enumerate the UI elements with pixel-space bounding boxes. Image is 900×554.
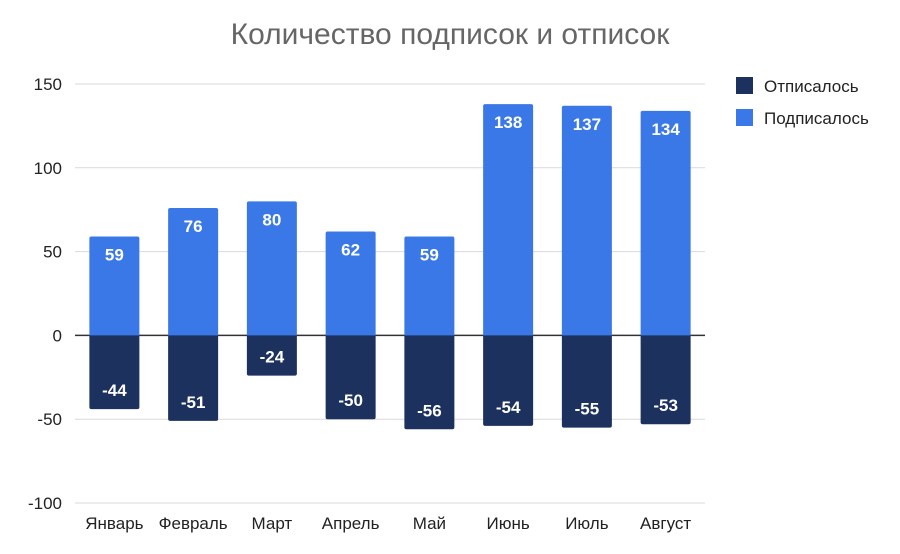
y-tick-label: 50 xyxy=(43,243,62,262)
x-axis-categories: Январь Февраль Март Апрель Май Июнь Июль Август xyxy=(85,514,691,533)
y-tick-label: -50 xyxy=(37,410,62,429)
x-category-label: Июнь xyxy=(487,514,530,533)
data-label: 134 xyxy=(651,120,680,139)
data-label: -44 xyxy=(102,381,127,400)
legend: Отписалось Подписалось xyxy=(736,77,869,128)
bar-подписалось-март xyxy=(246,201,297,336)
bar-подписалось-май xyxy=(404,236,455,336)
bar-подписалось-август xyxy=(640,110,691,336)
data-label: 59 xyxy=(420,246,439,265)
data-label: -54 xyxy=(496,398,521,417)
bar-отписалось-июль xyxy=(561,335,612,428)
legend-label: Отписалось xyxy=(764,77,859,96)
data-label: 137 xyxy=(573,115,601,134)
data-label: 62 xyxy=(341,240,360,259)
legend-swatch-подписалось xyxy=(736,109,753,126)
y-axis-ticks: 150 100 50 0 -50 -100 xyxy=(28,75,62,513)
bar-отписалось-июнь xyxy=(483,335,534,426)
bar-подписалось-февраль xyxy=(168,208,219,336)
bar-отписалось-апрель xyxy=(325,335,376,420)
y-tick-label: 100 xyxy=(34,159,62,178)
data-label: -56 xyxy=(417,401,442,420)
x-category-label: Июль xyxy=(565,514,609,533)
data-label: -50 xyxy=(338,391,363,410)
y-tick-label: -100 xyxy=(28,494,62,513)
bars xyxy=(89,104,691,430)
x-category-label: Январь xyxy=(85,514,143,533)
data-label: -51 xyxy=(181,393,206,412)
bar-подписалось-апрель xyxy=(325,231,376,336)
y-tick-label: 0 xyxy=(53,326,62,345)
data-label: -55 xyxy=(575,400,600,419)
data-label: 138 xyxy=(494,113,522,132)
data-label: 59 xyxy=(105,246,124,265)
data-label: 76 xyxy=(184,217,203,236)
bar-отписалось-февраль xyxy=(168,335,219,421)
bar-отписалось-январь xyxy=(89,335,140,410)
data-label: -53 xyxy=(653,396,678,415)
x-category-label: Август xyxy=(640,514,691,533)
x-category-label: Март xyxy=(252,514,293,533)
x-category-label: Май xyxy=(413,514,446,533)
data-label: -24 xyxy=(260,348,285,367)
bar-отписалось-март xyxy=(246,335,297,376)
data-labels: -44 59 -51 76 -24 80 -50 62 -56 59 -54 138 -55 137 -53… xyxy=(102,113,680,420)
legend-label: Подписалось xyxy=(764,109,869,128)
bar-отписалось-май xyxy=(404,335,455,430)
data-label: 80 xyxy=(262,210,281,229)
bar-подписалось-июнь xyxy=(483,104,534,336)
bar-отписалось-август xyxy=(640,335,691,425)
bar-подписалось-январь xyxy=(89,236,140,336)
y-tick-label: 150 xyxy=(34,75,62,94)
legend-swatch-отписалось xyxy=(736,77,753,94)
x-category-label: Апрель xyxy=(322,514,380,533)
x-category-label: Февраль xyxy=(159,514,228,533)
chart-title: Количество подписок и отписок xyxy=(230,18,670,51)
bar-подписалось-июль xyxy=(561,105,612,336)
